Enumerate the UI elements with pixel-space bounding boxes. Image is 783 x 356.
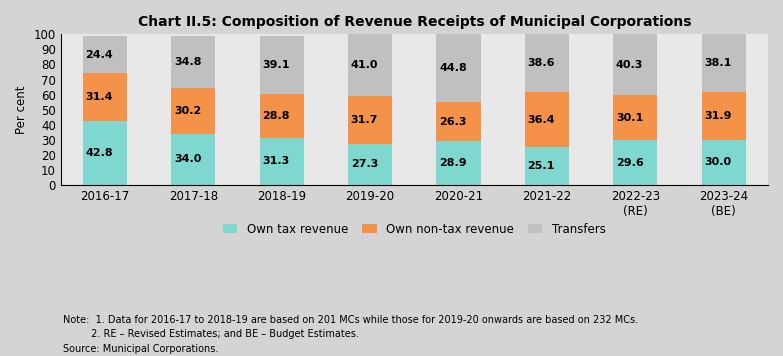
Text: Note:  1. Data for 2016-17 to 2018-19 are based on 201 MCs while those for 2019-: Note: 1. Data for 2016-17 to 2018-19 are… bbox=[63, 315, 638, 325]
Bar bbox=[436, 141, 481, 185]
Text: 30.0: 30.0 bbox=[705, 157, 731, 167]
Text: 38.1: 38.1 bbox=[705, 58, 732, 68]
Text: 36.4: 36.4 bbox=[528, 115, 555, 125]
Bar bbox=[260, 138, 304, 185]
Text: 24.4: 24.4 bbox=[85, 50, 114, 60]
Bar bbox=[436, 34, 481, 102]
Bar bbox=[348, 34, 392, 96]
Bar bbox=[348, 144, 392, 185]
Bar bbox=[348, 96, 392, 144]
Y-axis label: Per cent: Per cent bbox=[15, 85, 28, 134]
Text: 30.2: 30.2 bbox=[174, 106, 201, 116]
Title: Chart II.5: Composition of Revenue Receipts of Municipal Corporations: Chart II.5: Composition of Revenue Recei… bbox=[138, 15, 691, 29]
Bar bbox=[260, 36, 304, 94]
Bar bbox=[613, 34, 658, 95]
Text: 39.1: 39.1 bbox=[262, 60, 290, 70]
Bar bbox=[83, 36, 127, 73]
Bar bbox=[702, 92, 746, 140]
Text: 40.3: 40.3 bbox=[616, 60, 644, 70]
Text: 38.6: 38.6 bbox=[528, 58, 555, 68]
Bar bbox=[702, 34, 746, 92]
Text: 28.8: 28.8 bbox=[262, 111, 290, 121]
Text: 31.7: 31.7 bbox=[351, 115, 378, 125]
Text: 26.3: 26.3 bbox=[439, 117, 467, 127]
Bar bbox=[171, 134, 215, 185]
Text: 31.3: 31.3 bbox=[262, 156, 290, 166]
Bar bbox=[525, 34, 569, 92]
Text: 29.6: 29.6 bbox=[616, 158, 644, 168]
Text: 2. RE – Revised Estimates; and BE – Budget Estimates.: 2. RE – Revised Estimates; and BE – Budg… bbox=[63, 329, 359, 339]
Text: 25.1: 25.1 bbox=[528, 161, 555, 171]
Bar bbox=[171, 36, 215, 88]
Text: Source: Municipal Corporations.: Source: Municipal Corporations. bbox=[63, 344, 218, 354]
Bar bbox=[525, 147, 569, 185]
Text: 34.8: 34.8 bbox=[174, 57, 201, 67]
Bar bbox=[613, 140, 658, 185]
Text: 34.0: 34.0 bbox=[174, 155, 201, 164]
Bar bbox=[702, 140, 746, 185]
Text: 31.4: 31.4 bbox=[85, 92, 113, 102]
Bar bbox=[613, 95, 658, 140]
Text: 31.9: 31.9 bbox=[705, 111, 732, 121]
Text: 42.8: 42.8 bbox=[85, 148, 113, 158]
Legend: Own tax revenue, Own non-tax revenue, Transfers: Own tax revenue, Own non-tax revenue, Tr… bbox=[218, 218, 610, 240]
Bar bbox=[83, 73, 127, 121]
Text: 28.9: 28.9 bbox=[439, 158, 467, 168]
Bar bbox=[83, 121, 127, 185]
Text: 30.1: 30.1 bbox=[616, 113, 643, 123]
Text: 44.8: 44.8 bbox=[439, 63, 467, 73]
Bar bbox=[525, 92, 569, 147]
Text: 41.0: 41.0 bbox=[351, 60, 378, 70]
Bar bbox=[436, 102, 481, 141]
Text: 27.3: 27.3 bbox=[351, 159, 378, 169]
Bar bbox=[171, 88, 215, 134]
Bar bbox=[260, 94, 304, 138]
